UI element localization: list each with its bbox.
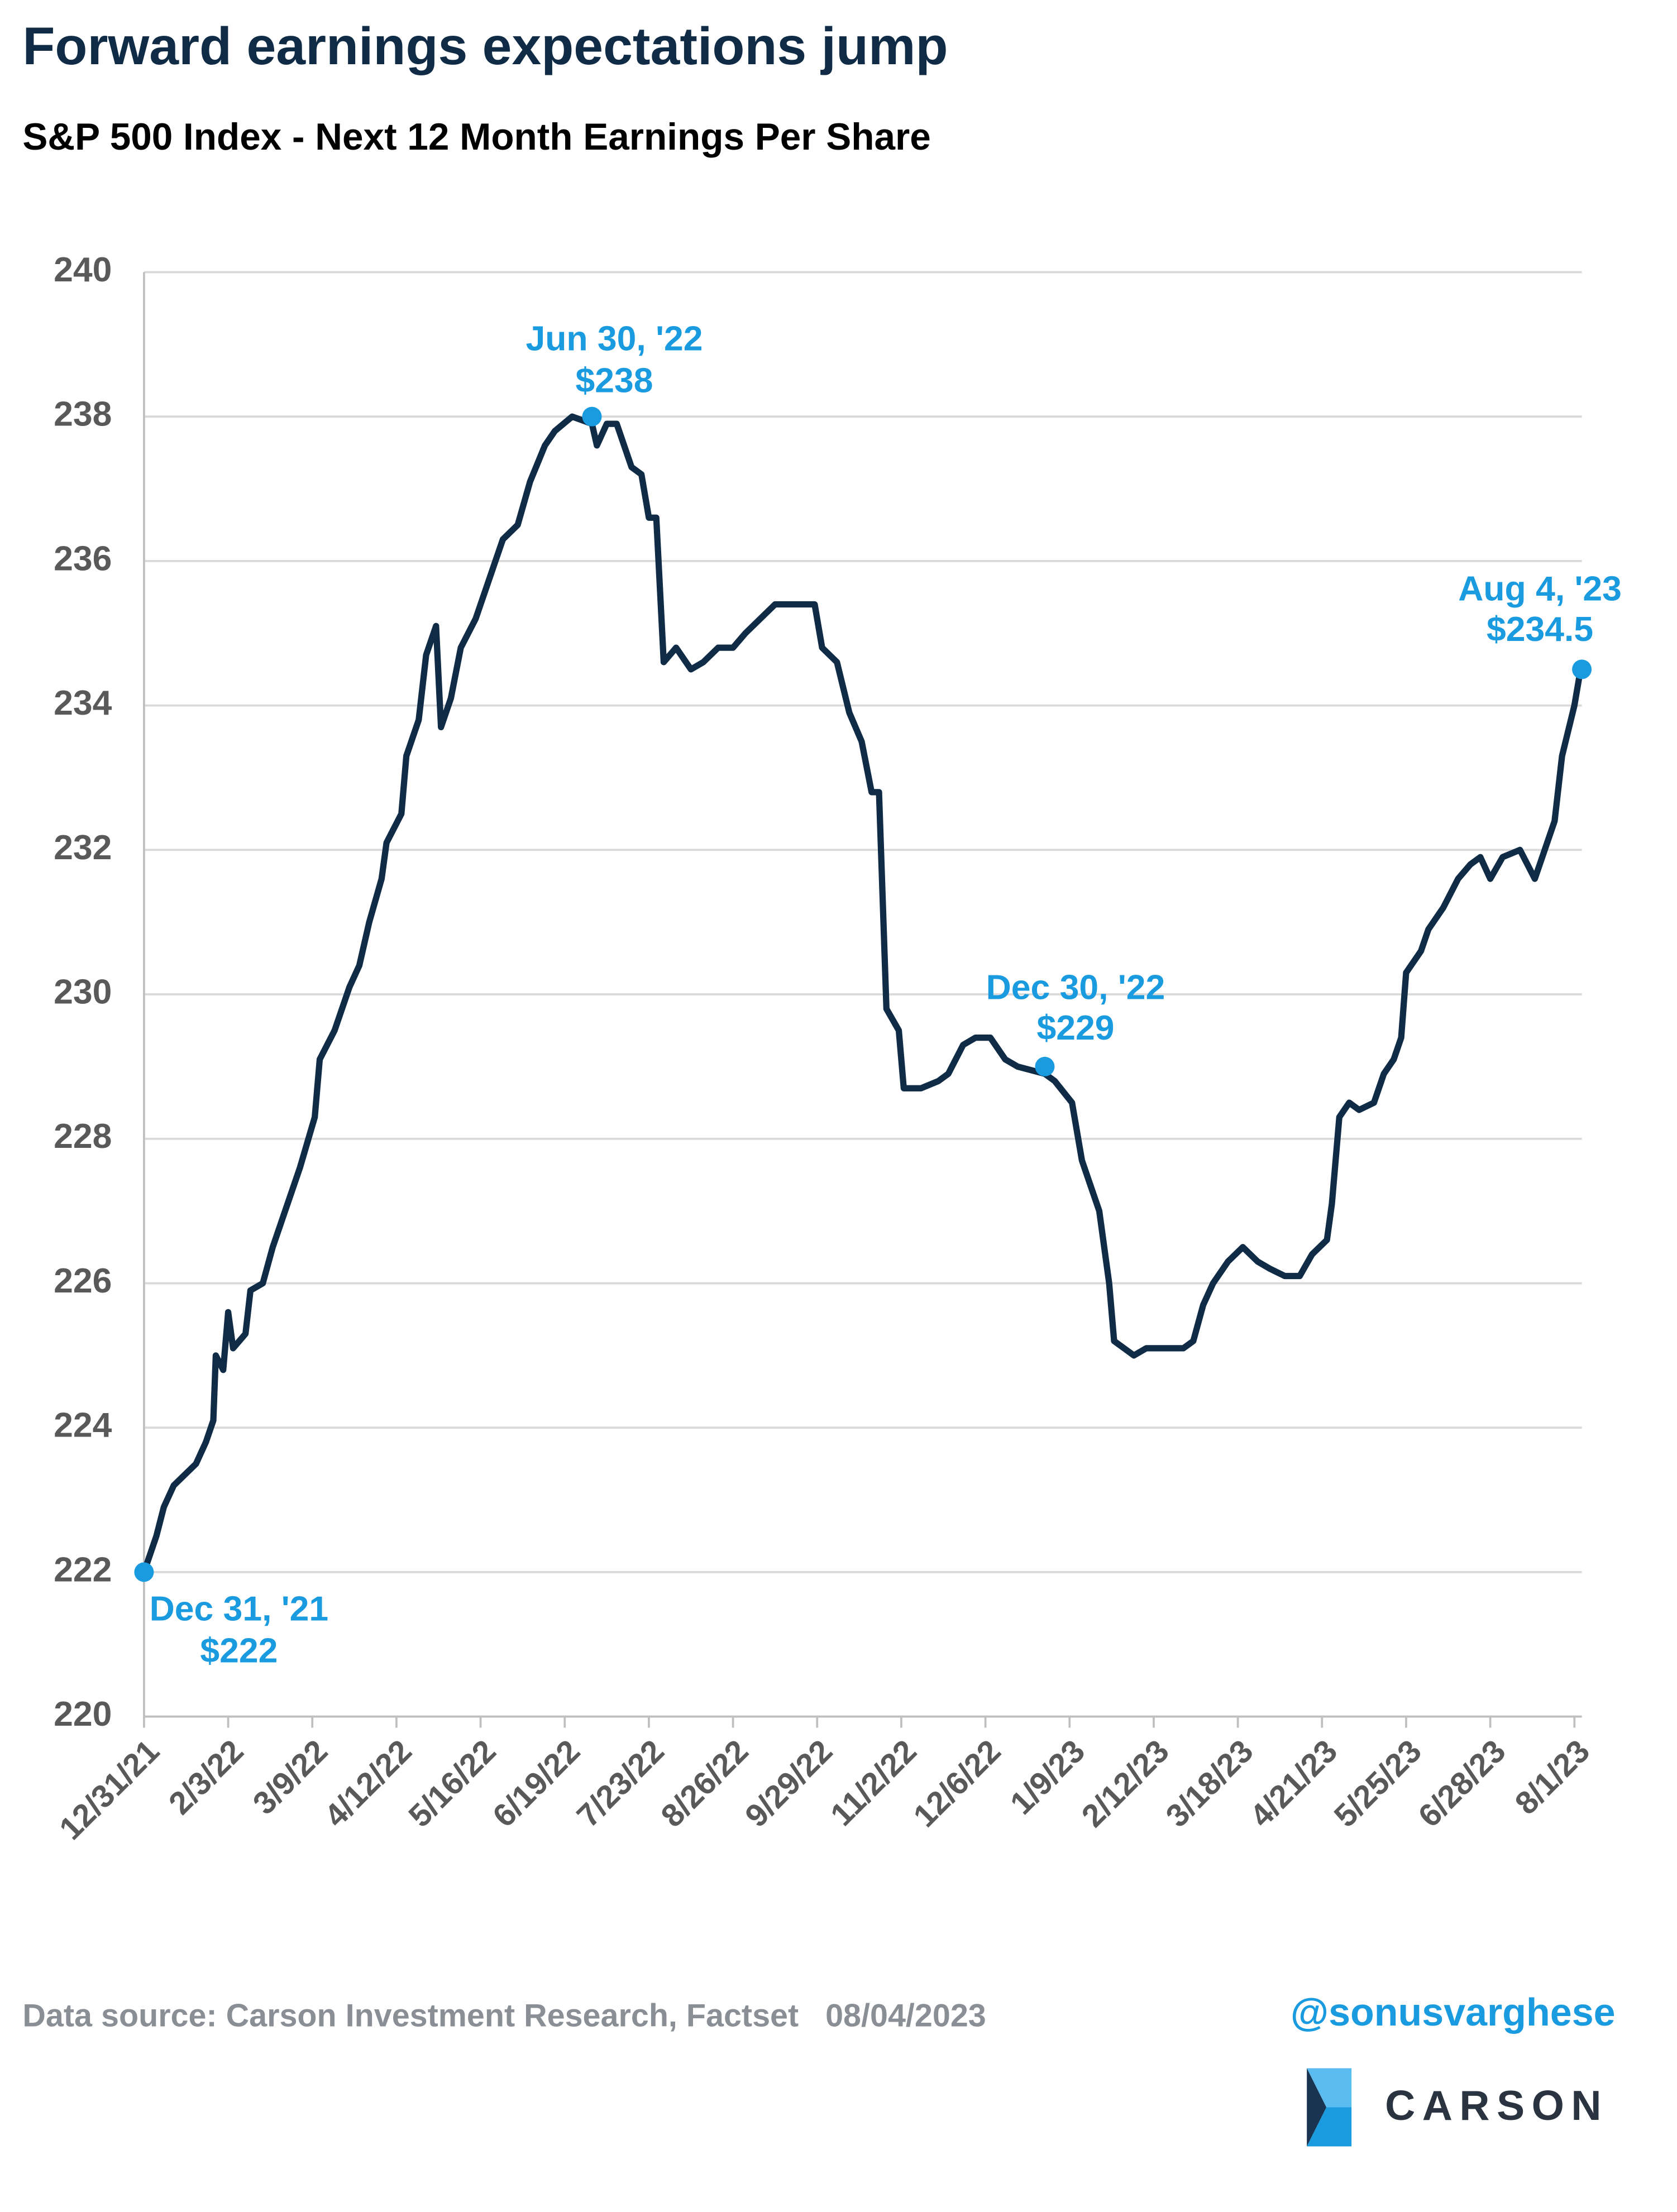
annotation-value: $234.5: [1487, 610, 1593, 649]
y-tick-label: 238: [54, 395, 112, 434]
x-tick-label: 3/18/23: [1159, 1733, 1260, 1834]
x-tick-label: 9/29/22: [738, 1733, 839, 1834]
y-tick-label: 236: [54, 539, 112, 578]
source-note: Data source: Carson Investment Research,…: [22, 1998, 986, 2034]
x-tick-label: 2/3/22: [162, 1733, 250, 1821]
x-tick-label: 12/6/22: [907, 1733, 1008, 1834]
x-tick-label: 7/23/22: [570, 1733, 671, 1834]
x-tick-label: 5/16/22: [402, 1733, 503, 1834]
y-tick-label: 240: [54, 250, 112, 289]
x-tick-label: 6/28/23: [1412, 1733, 1513, 1834]
handle: @sonusvarghese: [1291, 1990, 1616, 2034]
x-tick-label: 4/12/22: [318, 1733, 419, 1834]
chart-title: Forward earnings expectations jump: [22, 17, 948, 76]
y-tick-label: 226: [54, 1261, 112, 1300]
y-tick-label: 228: [54, 1117, 112, 1156]
y-tick-label: 234: [54, 683, 112, 722]
data-line: [141, 413, 1585, 1573]
x-tick-label: 12/31/21: [52, 1733, 166, 1846]
logo-icon: [1307, 2068, 1352, 2147]
annotation-value: $229: [1036, 1008, 1114, 1047]
annotation-label: Dec 30, '22: [986, 968, 1165, 1007]
x-tick-label: 11/2/22: [824, 1733, 924, 1833]
y-tick-label: 222: [54, 1550, 112, 1589]
annotation-point: [134, 1562, 154, 1582]
y-tick-label: 230: [54, 973, 112, 1012]
annotation-value: $222: [200, 1631, 278, 1670]
annotation-label: Dec 31, '21: [150, 1589, 329, 1628]
annotation-value: $238: [575, 361, 653, 400]
x-tick-label: 4/21/23: [1243, 1733, 1344, 1834]
annotation-point: [1035, 1056, 1055, 1076]
x-tick-label: 8/1/23: [1508, 1733, 1597, 1821]
x-tick-label: 6/19/22: [486, 1733, 587, 1834]
y-tick-label: 232: [54, 828, 112, 867]
annotation-label: Jun 30, '22: [525, 319, 703, 358]
annotation-point: [1572, 659, 1592, 679]
y-tick-label: 220: [54, 1694, 112, 1734]
chart-subtitle: S&P 500 Index - Next 12 Month Earnings P…: [22, 116, 930, 158]
x-tick-label: 5/25/23: [1327, 1733, 1428, 1834]
y-tick-label: 224: [54, 1406, 112, 1445]
x-tick-label: 2/12/23: [1075, 1733, 1176, 1834]
annotation-label: Aug 4, '23: [1458, 569, 1622, 608]
annotation-point: [582, 406, 602, 427]
x-tick-label: 8/26/22: [654, 1733, 756, 1834]
logo-text: CARSON: [1385, 2082, 1608, 2129]
